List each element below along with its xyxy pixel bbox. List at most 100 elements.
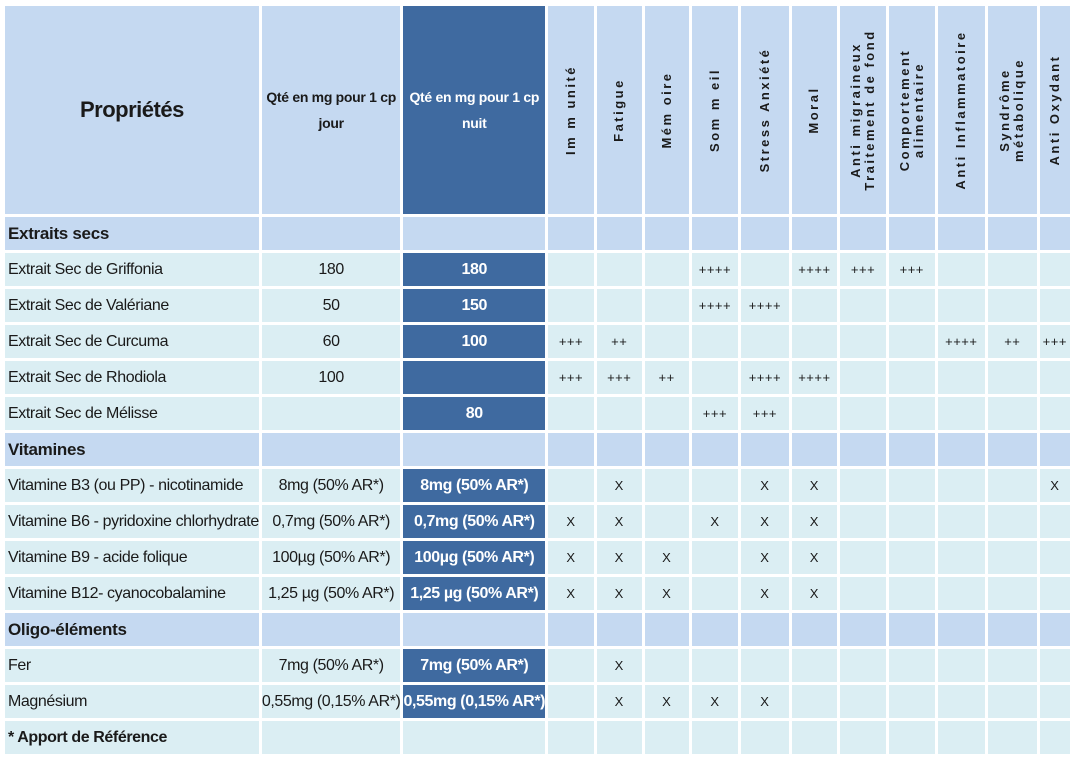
qty-day-cell: 7mg (50% AR*) [261,649,401,682]
header-prop-comportement: Comportement alimentaire [888,6,935,214]
ingredient-name: Extrait Sec de Curcuma [5,325,259,358]
empty-cell [403,721,546,754]
property-mark: X [596,505,642,538]
header-prop-fatigue: Fatigue [596,6,642,214]
qty-night-cell [403,361,546,394]
qty-day-cell: 50 [261,289,401,322]
ingredient-name: Vitamine B3 (ou PP) - nicotinamide [5,469,259,502]
property-mark [741,253,789,286]
property-mark: X [741,541,789,574]
property-mark: ++++ [741,361,789,394]
empty-cell [548,433,594,466]
property-mark [791,289,838,322]
empty-cell [741,433,789,466]
property-mark [691,541,739,574]
property-mark [644,397,689,430]
empty-cell [937,613,986,646]
property-mark [988,505,1037,538]
property-mark [988,397,1037,430]
table-row: Vitamine B12- cyanocobalamine 1,25 µg (50… [5,577,1070,610]
property-mark [840,649,886,682]
property-mark: ++ [596,325,642,358]
property-mark [548,397,594,430]
property-mark: ++++ [937,325,986,358]
empty-cell [644,217,689,250]
property-mark: X [548,505,594,538]
header-qty-day: Qté en mg pour 1 cp jour [261,6,401,214]
prop-label: Anti Inflammatoire [953,30,969,190]
property-mark [548,685,594,718]
property-mark [548,649,594,682]
property-mark [791,649,838,682]
property-mark [1039,361,1070,394]
property-mark [888,289,935,322]
property-mark [840,361,886,394]
property-mark: +++ [888,253,935,286]
empty-cell [1039,613,1070,646]
ingredient-name: Vitamine B12- cyanocobalamine [5,577,259,610]
property-mark [988,685,1037,718]
empty-cell [888,433,935,466]
empty-cell [988,433,1037,466]
property-mark: X [596,649,642,682]
empty-cell [644,721,689,754]
property-mark: X [741,577,789,610]
header-prop-antioxydant: Anti Oxydant [1039,6,1070,214]
property-mark: ++ [644,361,689,394]
header-title: Propriétés [5,6,259,214]
property-mark: X [791,577,838,610]
property-mark [691,469,739,502]
prop-label: Anti Oxydant [1046,54,1062,166]
empty-cell [888,613,935,646]
empty-cell [596,433,642,466]
empty-cell [1039,433,1070,466]
property-mark: X [791,541,838,574]
property-mark [937,289,986,322]
property-mark [937,397,986,430]
header-prop-antimigraineux: Anti migraineux Traitement de fond [840,6,886,214]
property-mark [1039,541,1070,574]
section-row: Extraits secs [5,217,1070,250]
property-mark [937,577,986,610]
table-row: Vitamine B9 - acide folique 100µg (50% AR… [5,541,1070,574]
prop-label: Syndrôme métabolique [997,57,1027,163]
property-mark [691,325,739,358]
qty-day-cell: 0,7mg (50% AR*) [261,505,401,538]
property-mark: X [548,541,594,574]
empty-cell [691,217,739,250]
empty-cell [791,217,838,250]
empty-cell [741,217,789,250]
table-row: Extrait Sec de Curcuma 60 100 +++ ++ ++++ ++ ++… [5,325,1070,358]
property-mark [840,541,886,574]
empty-cell [403,217,546,250]
empty-cell [988,217,1037,250]
header-prop-moral: Moral [791,6,838,214]
property-mark [937,361,986,394]
property-mark [888,541,935,574]
ingredient-name: Extrait Sec de Valériane [5,289,259,322]
property-mark: ++++ [691,289,739,322]
empty-cell [988,613,1037,646]
property-mark: +++ [548,325,594,358]
property-mark [691,361,739,394]
property-mark [888,685,935,718]
prop-label: Im m unité [562,64,578,156]
header-prop-antiinflammatoire: Anti Inflammatoire [937,6,986,214]
ingredient-name: Vitamine B6 - pyridoxine chlorhydrate [5,505,259,538]
property-mark [644,469,689,502]
empty-cell [548,721,594,754]
section-title: Extraits secs [5,217,259,250]
table-row: Magnésium 0,55mg (0,15% AR*) 0,55mg (0,15%… [5,685,1070,718]
section-title: Oligo-éléments [5,613,259,646]
empty-cell [644,613,689,646]
property-mark [644,289,689,322]
property-mark: X [596,541,642,574]
property-mark [888,505,935,538]
property-mark: +++ [691,397,739,430]
property-mark [888,361,935,394]
empty-cell [691,721,739,754]
property-mark: +++ [548,361,594,394]
header-prop-memoire: Mém oire [644,6,689,214]
properties-table: Propriétés Qté en mg pour 1 cp jour Qté … [2,3,1073,757]
empty-cell [937,721,986,754]
